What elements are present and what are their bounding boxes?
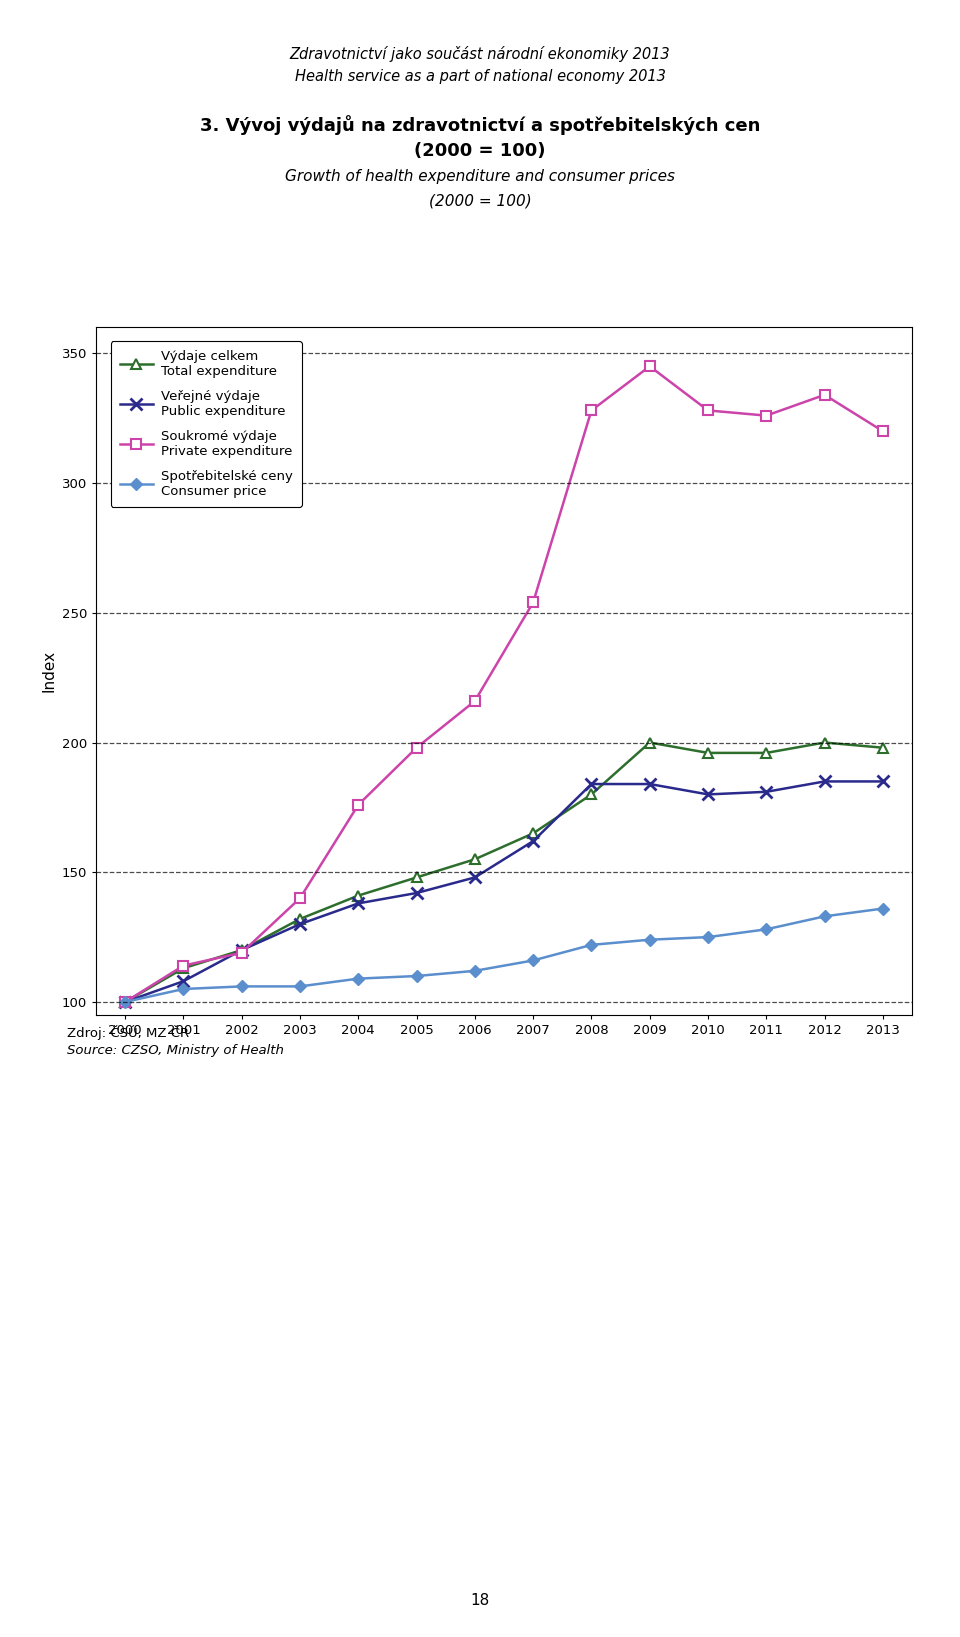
Text: (2000 = 100): (2000 = 100)	[428, 193, 532, 208]
Text: (2000 = 100): (2000 = 100)	[415, 142, 545, 160]
Legend: Výdaje celkem
Total expenditure, Veřejné výdaje
Public expenditure, Soukromé výd: Výdaje celkem Total expenditure, Veřejné…	[110, 340, 302, 507]
Text: Growth of health expenditure and consumer prices: Growth of health expenditure and consume…	[285, 169, 675, 183]
Text: 18: 18	[470, 1593, 490, 1608]
Text: Zdroj: ČSÚ, MZ ČR: Zdroj: ČSÚ, MZ ČR	[67, 1025, 189, 1039]
Text: Source: CZSO, Ministry of Health: Source: CZSO, Ministry of Health	[67, 1044, 284, 1058]
Text: 3. Vývoj výdajů na zdravotnictví a spotřebitelských cen: 3. Vývoj výdajů na zdravotnictví a spotř…	[200, 115, 760, 134]
Y-axis label: Index: Index	[41, 650, 56, 692]
Text: Health service as a part of national economy 2013: Health service as a part of national eco…	[295, 69, 665, 83]
Text: Zdravotnictví jako součást národní ekonomiky 2013: Zdravotnictví jako součást národní ekono…	[290, 46, 670, 62]
